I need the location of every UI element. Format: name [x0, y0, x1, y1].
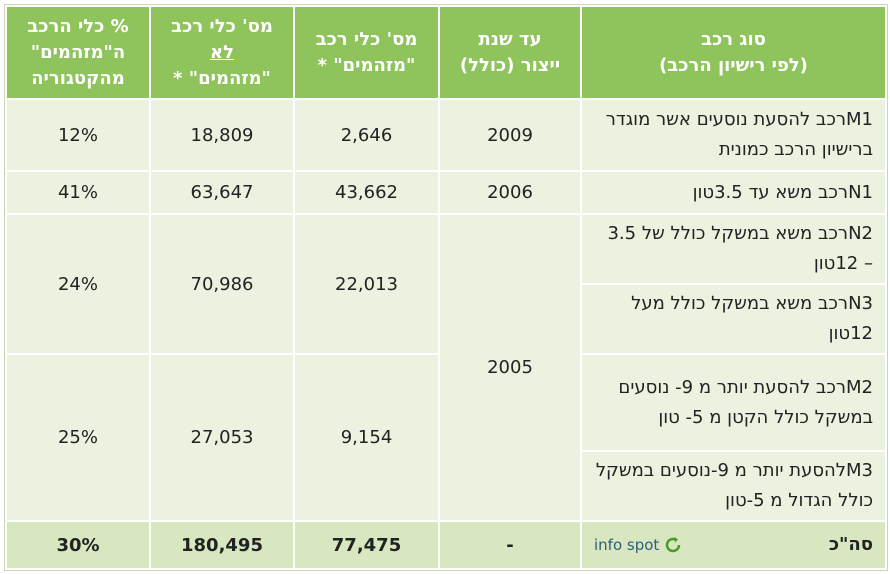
header-line: "מזהמים" *: [317, 54, 416, 76]
header-line: מס' כלי רכב: [315, 28, 418, 50]
polluting-cell: 43,662: [293, 170, 440, 215]
header-line: (לפי רישיון הרכב): [659, 54, 808, 76]
row: N3רכב משא במשקל כולל מעל 12טון: [6, 283, 887, 355]
polluting-cell: 9,154: [293, 353, 440, 522]
row: N2רכב משא במשקל כולל של 3.5 – 12טון 2005…: [5, 213, 887, 522]
non-polluting-cell: 180,495: [149, 520, 295, 570]
header-cell: % כלי הרכב ה"מזהמים" מהקטגוריה: [5, 5, 151, 100]
non-polluting-cell: 63,647: [149, 170, 295, 215]
header-cell: עד שנת ייצור (כולל): [438, 5, 582, 100]
vehicle-table: סוג רכב (לפי רישיון הרכב) עד שנת ייצור (כו…: [4, 4, 888, 571]
logo-text: info spot: [594, 536, 660, 554]
row: M3להסעת יותר מ 9-נוסעים במשקל כולל הגדול…: [6, 450, 887, 522]
header-line: "מזהמים" *: [173, 67, 271, 89]
year-cell: 2006: [438, 170, 582, 215]
year-cell: 2009: [438, 98, 582, 172]
header-line: % כלי הרכב: [27, 15, 129, 37]
row: M2רכב להסעת יותר מ 9- נוסעים במשקל כולל …: [5, 353, 887, 522]
header-line: לא: [210, 41, 234, 63]
polluting-cell: 77,475: [293, 520, 440, 570]
row: M1רכב להסעת נוסעים אשר מוגדר ברישיון הרכ…: [5, 98, 887, 172]
type-cell: M3להסעת יותר מ 9-נוסעים במשקל כולל הגדול…: [580, 450, 887, 522]
polluting-cell: 22,013: [293, 213, 440, 355]
non-polluting-cell: 27,053: [149, 353, 295, 522]
type-cell: M2רכב להסעת יותר מ 9- נוסעים במשקל כולל …: [580, 353, 887, 452]
header-line: מס' כלי רכב: [171, 15, 273, 37]
non-polluting-cell: 70,986: [149, 213, 295, 355]
total-label-cell: סה"כ info spot: [580, 520, 887, 570]
non-polluting-cell: 18,809: [149, 98, 295, 172]
header-line: ה"מזהמים": [30, 41, 126, 63]
percent-cell: 12%: [5, 98, 151, 172]
logo: info spot: [594, 530, 683, 560]
header-cell: סוג רכב (לפי רישיון הרכב): [580, 5, 887, 100]
header-cell: מס' כלי רכב "מזהמים" *: [293, 5, 440, 100]
header-line: עד שנת: [478, 28, 542, 50]
type-cell: N3רכב משא במשקל כולל מעל 12טון: [580, 283, 887, 355]
header-line: מהקטגוריה: [31, 67, 125, 89]
type-cell: M1רכב להסעת נוסעים אשר מוגדר ברישיון הרכ…: [580, 98, 887, 172]
percent-cell: 41%: [5, 170, 151, 215]
header-line: ייצור (כולל): [459, 54, 561, 76]
year-cell: 2005: [438, 213, 582, 522]
percent-cell: 24%: [5, 213, 151, 355]
row: N1רכב משא עד 3.5טון 2006 43,662 63,647 4…: [5, 170, 887, 215]
total-label: סה"כ: [828, 534, 873, 555]
header-line: סוג רכב: [701, 28, 766, 50]
type-cell: N2רכב משא במשקל כולל של 3.5 – 12טון: [580, 213, 887, 285]
year-cell: -: [438, 520, 582, 570]
header-row: סוג רכב (לפי רישיון הרכב) עד שנת ייצור (כו…: [5, 5, 887, 100]
header-cell: מס' כלי רכב לא "מזהמים" *: [149, 5, 295, 100]
total-row: סה"כ info spot - 77,475 180,495 30%: [5, 520, 887, 570]
logo-icon: [666, 537, 681, 553]
polluting-cell: 2,646: [293, 98, 440, 172]
percent-cell: 30%: [5, 520, 151, 570]
type-cell: N1רכב משא עד 3.5טון: [580, 170, 887, 215]
percent-cell: 25%: [5, 353, 151, 522]
